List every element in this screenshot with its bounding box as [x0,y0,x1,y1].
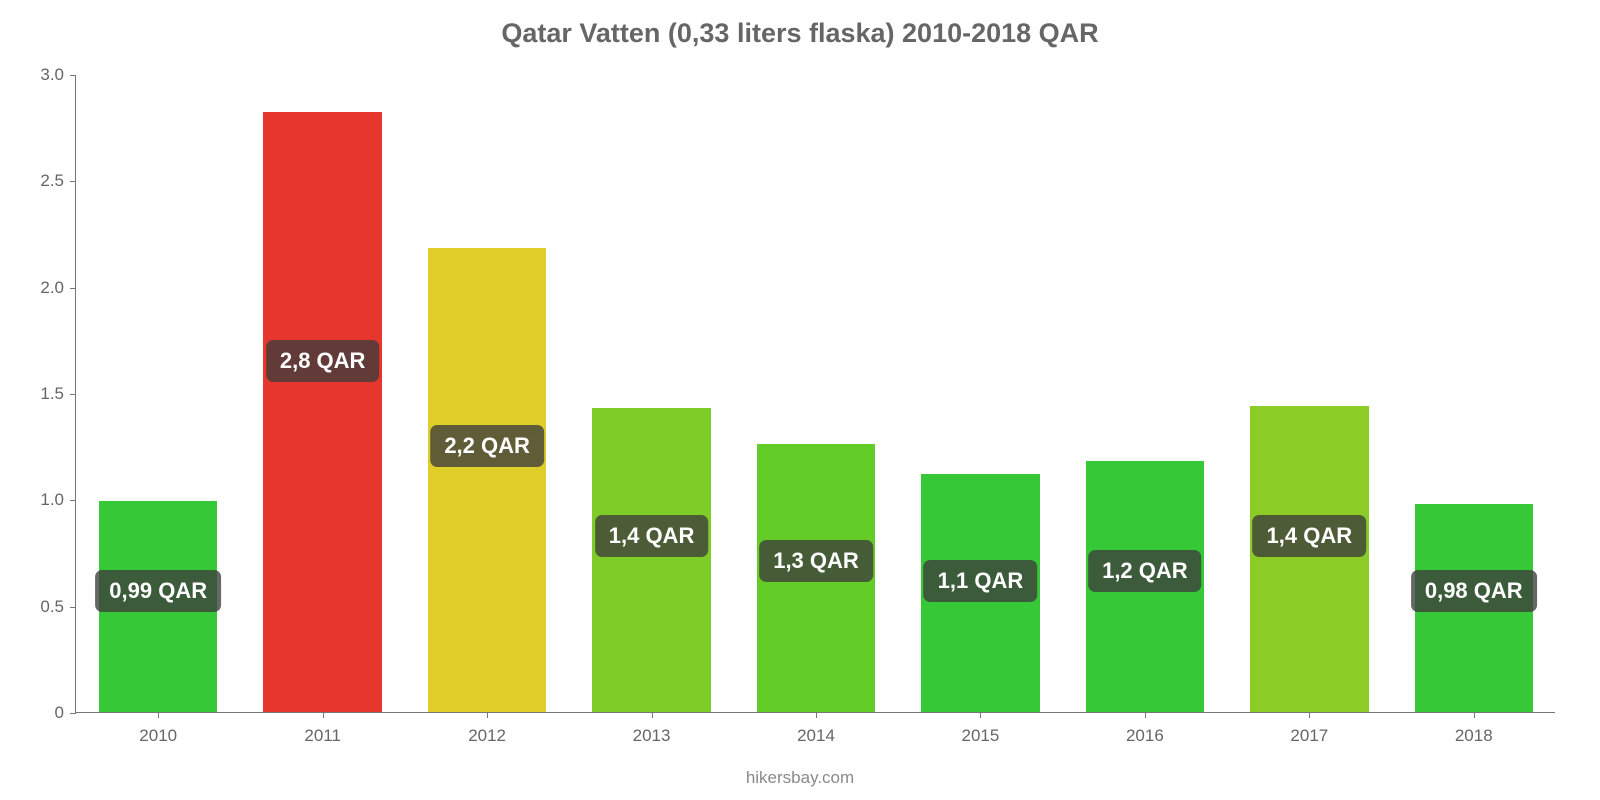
bar [592,408,710,712]
y-tick-mark [70,288,76,289]
x-tick-label: 2014 [797,712,835,746]
value-label: 1,2 QAR [1088,550,1202,592]
x-tick-label: 2017 [1290,712,1328,746]
y-tick-mark [70,181,76,182]
x-tick-label: 2011 [304,712,341,746]
value-label: 1,4 QAR [595,515,709,557]
bar [1250,406,1368,712]
y-tick-mark [70,394,76,395]
bars-container: 0,99 QAR 2,8 QAR 2,2 QAR 1,4 QAR 1,3 QAR 1,1 … [76,75,1555,712]
x-tick-label: 2018 [1455,712,1493,746]
bar [428,248,546,712]
value-label: 1,3 QAR [759,540,873,582]
plot-area: 0,99 QAR 2,8 QAR 2,2 QAR 1,4 QAR 1,3 QAR 1,1 … [75,75,1555,713]
x-tick-label: 2013 [633,712,671,746]
value-label: 0,99 QAR [95,570,221,612]
y-tick-mark [70,500,76,501]
value-label: 0,98 QAR [1411,570,1537,612]
y-tick-mark [70,607,76,608]
x-tick-label: 2016 [1126,712,1164,746]
value-label: 2,8 QAR [266,340,380,382]
value-label: 1,1 QAR [924,560,1038,602]
value-label: 2,2 QAR [430,425,544,467]
x-tick-label: 2012 [468,712,506,746]
y-tick-mark [70,75,76,76]
value-label: 1,4 QAR [1253,515,1367,557]
chart-title: Qatar Vatten (0,33 liters flaska) 2010-2… [0,0,1600,49]
x-tick-label: 2010 [139,712,177,746]
y-tick-mark [70,713,76,714]
x-tick-label: 2015 [962,712,1000,746]
bar [263,112,381,712]
attribution: hikersbay.com [0,768,1600,788]
